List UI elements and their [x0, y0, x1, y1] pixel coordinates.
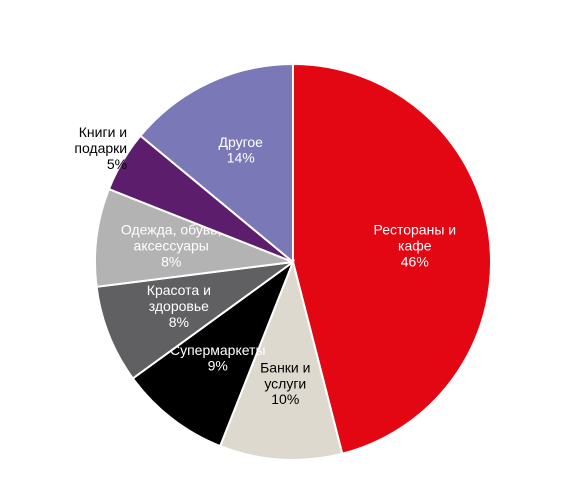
value-label: 14% — [227, 150, 255, 166]
value-label: 9% — [208, 358, 228, 374]
value-label: 8% — [161, 253, 181, 269]
pie-slice — [131, 259, 296, 448]
slice-label: Одежда, обувь, аксессуары — [121, 221, 222, 253]
pie-slice — [94, 187, 294, 288]
slice-label: Книги и подарки — [74, 124, 127, 156]
pie-slice — [95, 261, 294, 380]
value-label: 10% — [271, 391, 299, 407]
slice-label: Другое — [218, 134, 263, 150]
slice-label: Супермаркеты — [170, 342, 266, 358]
pie-slice — [218, 258, 344, 461]
slice-label: Рестораны и кафе — [373, 221, 456, 253]
value-label: 46% — [401, 253, 429, 269]
slice-label: Банки и услуги — [260, 359, 310, 391]
pie-slice — [292, 62, 492, 455]
value-label: 8% — [169, 314, 189, 330]
pie-slice — [139, 62, 294, 265]
slice-label: Красота и здоровье — [147, 282, 211, 314]
value-label: 5% — [107, 156, 127, 172]
